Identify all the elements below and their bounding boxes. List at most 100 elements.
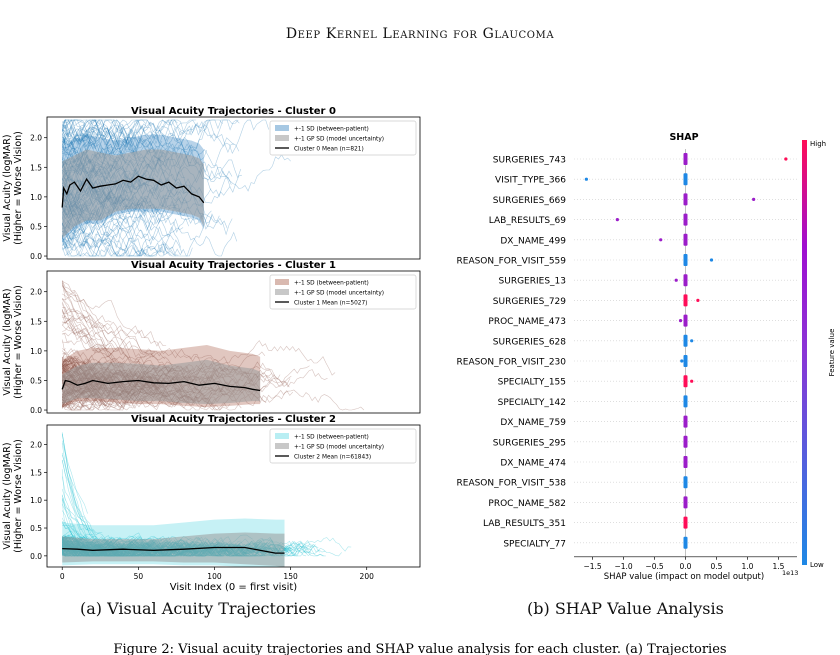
feature-label: PROC_NAME_582	[488, 499, 566, 509]
trajectory-line	[61, 301, 115, 358]
trajectory-line	[61, 520, 77, 542]
trajectory-line	[61, 358, 75, 365]
figure-canvas: Visual Acuity Trajectories - Cluster 0 0.…	[2, 106, 836, 593]
trajectory-line	[61, 359, 71, 373]
x-tick-label: 0.0	[680, 562, 692, 571]
trajectory-line	[61, 432, 84, 521]
legend-label: +-1 GP SD (model uncertainty)	[294, 445, 384, 451]
shap-dot-cluster	[683, 213, 688, 226]
trajectory-line	[62, 316, 103, 349]
trajectory-line	[61, 284, 72, 298]
trajectory-line	[62, 280, 155, 354]
trajectory-line	[62, 334, 90, 346]
plot-area	[61, 432, 352, 567]
gp-uncertainty-band	[62, 149, 204, 239]
trajectory-line	[62, 146, 76, 158]
trajectory-line	[62, 232, 90, 250]
shap-dot	[752, 197, 756, 201]
trajectory-line	[61, 235, 68, 243]
trajectory-line	[62, 306, 74, 318]
y-axis-label-line: Visual Acuity (logMAR)	[2, 442, 13, 549]
legend-swatch	[275, 125, 289, 131]
legend-label: +-1 GP SD (model uncertainty)	[294, 291, 384, 297]
feature-label: SPECIALTY_77	[503, 539, 566, 549]
trajectory-line	[62, 131, 75, 139]
x-tick-label: 150	[283, 572, 298, 581]
trajectory-line	[62, 124, 168, 152]
trajectory-line	[61, 119, 124, 143]
trajectory-line	[61, 312, 66, 318]
feature-label: SURGERIES_669	[493, 196, 566, 206]
trajectory-line	[62, 293, 90, 318]
trajectory-line	[62, 132, 70, 144]
shap-dot	[615, 218, 619, 222]
feature-label: VISIT_TYPE_366	[495, 176, 566, 186]
trajectory-line	[61, 351, 66, 362]
colorbar-high-label: High	[810, 140, 826, 148]
feature-label: DX_NAME_474	[500, 459, 566, 469]
feature-label: DX_NAME_499	[500, 236, 566, 246]
shap-dot-cluster	[683, 173, 688, 186]
trajectory-line	[61, 452, 89, 531]
trajectory-line	[61, 282, 66, 300]
panel-title: Visual Acuity Trajectories - Cluster 0	[131, 106, 336, 117]
trajectory-line	[61, 310, 166, 360]
feature-label: REASON_FOR_VISIT_538	[457, 479, 567, 489]
legend-swatch	[275, 443, 289, 449]
legend-swatch	[275, 279, 289, 285]
feature-label: LAB_RESULTS_351	[483, 519, 566, 529]
y-axis-label-line: Visual Acuity (logMAR)	[2, 288, 13, 395]
trajectory-line	[62, 119, 223, 156]
trajectory-line	[61, 197, 182, 256]
trajectory-line	[61, 358, 68, 368]
trajectory-line	[61, 357, 68, 364]
legend-label: Cluster 0 Mean (n=821)	[294, 147, 364, 153]
plot-area	[61, 118, 291, 257]
trajectory-line	[61, 210, 212, 257]
trajectory-line	[61, 392, 167, 411]
y-tick-label: 0.0	[30, 252, 42, 261]
shap-dot	[678, 319, 683, 323]
trajectory-line	[62, 331, 101, 354]
trajectory-line	[62, 230, 101, 250]
trajectory-line	[61, 119, 102, 145]
y-tick-label: 1.0	[30, 496, 42, 505]
trajectory-line	[61, 199, 154, 257]
axes-frame	[46, 270, 421, 414]
legend-swatch	[275, 135, 289, 141]
trajectory-line	[61, 314, 161, 373]
shap-dot-cluster	[683, 375, 688, 388]
x-axis-label: Visit Index (0 = first visit)	[170, 582, 298, 593]
y-tick-label: 0.5	[30, 524, 42, 533]
trajectory-line	[61, 236, 71, 249]
y-tick-label: 0.5	[30, 376, 42, 385]
trajectory-line	[61, 339, 66, 352]
y-tick-label: 1.0	[30, 347, 42, 356]
trajectory-line	[61, 131, 67, 151]
trajectory-line	[61, 125, 197, 163]
x-tick-label: −1.0	[614, 562, 632, 571]
trajectory-line	[61, 499, 66, 523]
trajectory-line	[61, 127, 96, 158]
shap-dot-cluster	[683, 536, 688, 549]
y-axis-label: Visual Acuity (logMAR)(Higher = Worse Vi…	[2, 439, 24, 553]
shap-dot	[584, 177, 588, 181]
trajectory-line	[61, 303, 167, 347]
trajectory-line	[61, 309, 71, 330]
x-tick-label: 50	[134, 572, 144, 581]
trajectory-line	[61, 124, 135, 166]
cluster-mean-line	[62, 546, 285, 554]
y-axis-label: Visual Acuity (logMAR)(Higher = Worse Vi…	[2, 131, 24, 245]
colorbar	[802, 140, 807, 565]
trajectory-line	[61, 119, 113, 157]
shap-dot-cluster	[683, 476, 688, 489]
trajectory-line	[62, 358, 75, 367]
y-tick-label: 0.0	[30, 406, 42, 415]
shap-dot-cluster	[683, 516, 688, 529]
trajectory-line	[61, 233, 174, 257]
trajectory-line	[61, 469, 66, 501]
trajectory-line	[61, 119, 72, 138]
y-tick-label: 1.5	[30, 317, 42, 326]
shap-dot-cluster	[683, 254, 688, 266]
trajectory-line	[61, 213, 184, 246]
